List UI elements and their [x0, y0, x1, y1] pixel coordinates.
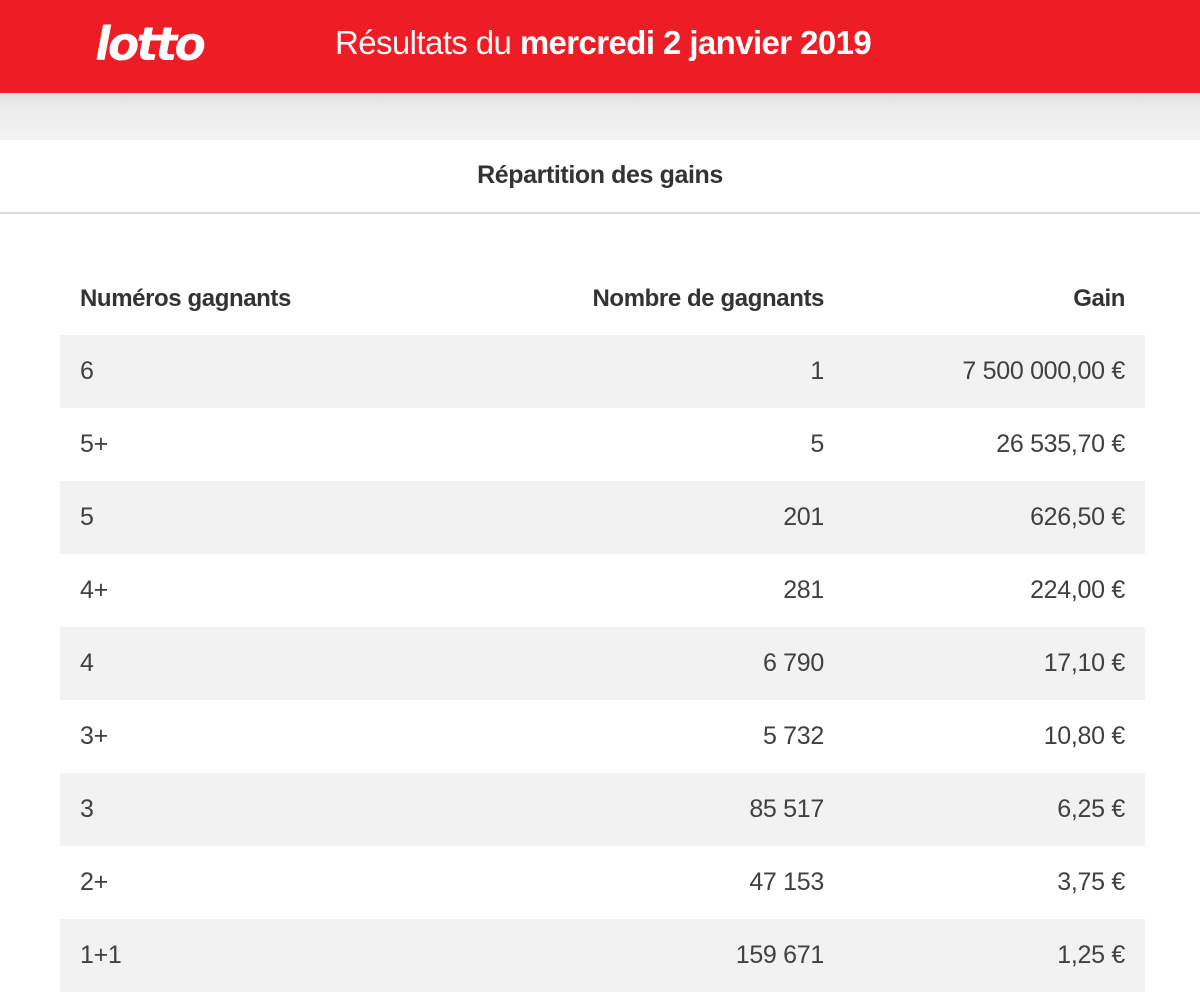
cell-winners: 159 671 — [735, 941, 825, 969]
cell-winners: 201 — [783, 503, 824, 531]
cell-gain: 1,25 € — [1057, 941, 1125, 969]
cell-numbers: 4 — [80, 649, 94, 677]
logo-text: lotto — [95, 17, 206, 71]
table-row: 6 1 7 500 000,00 € — [60, 335, 1145, 408]
cell-gain: 17,10 € — [1043, 649, 1126, 677]
section-header: Répartition des gains — [0, 140, 1200, 214]
lotto-logo[interactable]: lotto — [95, 14, 206, 74]
cell-winners: 1 — [810, 357, 824, 385]
table-row: 2+ 47 153 3,75 € — [60, 846, 1145, 919]
column-header-numbers: Numéros gagnants — [80, 285, 291, 312]
table-row: 4 6 790 17,10 € — [60, 627, 1145, 700]
section-title: Répartition des gains — [477, 161, 723, 189]
cell-numbers: 3+ — [80, 722, 108, 750]
cell-gain: 626,50 € — [1030, 503, 1125, 531]
table-row: 3+ 5 732 10,80 € — [60, 700, 1145, 773]
cell-numbers: 2+ — [80, 868, 108, 896]
page-title: Résultats du mercredi 2 janvier 2019 — [335, 20, 872, 66]
table-row: 4+ 281 224,00 € — [60, 554, 1145, 627]
table-header: Numéros gagnants Nombre de gagnants Gain — [60, 262, 1145, 335]
cell-winners: 5 — [810, 430, 824, 458]
cell-numbers: 6 — [80, 357, 94, 385]
column-header-gain: Gain — [1073, 285, 1125, 312]
page-title-prefix: Résultats du — [335, 24, 512, 61]
cell-numbers: 4+ — [80, 576, 108, 604]
cell-gain: 6,25 € — [1057, 795, 1125, 823]
cell-winners: 47 153 — [749, 868, 824, 896]
cell-gain: 7 500 000,00 € — [962, 357, 1125, 385]
cell-winners: 6 790 — [762, 649, 824, 677]
cell-numbers: 5 — [80, 503, 94, 531]
cell-winners: 85 517 — [749, 795, 824, 823]
page-title-date: mercredi 2 janvier 2019 — [519, 24, 872, 61]
header-bar: lotto Résultats du mercredi 2 janvier 20… — [0, 0, 1200, 93]
cell-winners: 281 — [783, 576, 824, 604]
cell-gain: 3,75 € — [1057, 868, 1125, 896]
cell-gain: 10,80 € — [1043, 722, 1126, 750]
table-row: 1+1 159 671 1,25 € — [60, 919, 1145, 992]
cell-gain: 26 535,70 € — [996, 430, 1125, 458]
cell-numbers: 1+1 — [80, 941, 122, 969]
header-shadow — [0, 93, 1200, 140]
cell-numbers: 3 — [80, 795, 94, 823]
cell-winners: 5 732 — [762, 722, 824, 750]
column-header-winners: Nombre de gagnants — [592, 285, 825, 312]
cell-numbers: 5+ — [80, 430, 108, 458]
prize-table: Numéros gagnants Nombre de gagnants Gain… — [60, 262, 1145, 992]
table-row: 5+ 5 26 535,70 € — [60, 408, 1145, 481]
cell-gain: 224,00 € — [1030, 576, 1125, 604]
table-row: 3 85 517 6,25 € — [60, 773, 1145, 846]
table-row: 5 201 626,50 € — [60, 481, 1145, 554]
